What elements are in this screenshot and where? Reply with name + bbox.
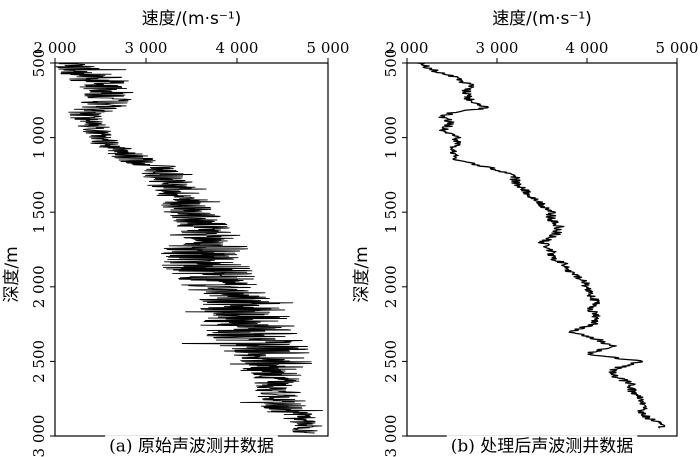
y-tick-label: 2 000 bbox=[30, 265, 48, 308]
x-tick-label: 5 000 bbox=[656, 39, 699, 57]
y-tick-label: 500 bbox=[30, 49, 48, 78]
series-line bbox=[55, 63, 323, 434]
y-axis-title: 深度/m bbox=[2, 246, 22, 302]
caption-background bbox=[105, 435, 278, 457]
series-line bbox=[417, 63, 666, 429]
x-tick-label: 5 000 bbox=[307, 39, 350, 57]
x-axis-title: 速度/(m·s⁻¹) bbox=[492, 9, 592, 29]
panel-b: 速度/(m·s⁻¹) 2 000 3 000 4 000 5 000 500 1 000 1 … bbox=[352, 9, 698, 457]
y-axis-title: 深度/m bbox=[352, 246, 372, 302]
x-tick-label: 4 000 bbox=[566, 39, 609, 57]
panel-a: 速度/(m·s⁻¹) 2 000 3 000 4 000 5 000 500 1 000 1 … bbox=[2, 9, 349, 457]
x-tick-label: 2 000 bbox=[386, 39, 429, 57]
y-tick-label: 1 500 bbox=[382, 191, 400, 234]
panel-caption: (a) 原始声波测井数据 bbox=[109, 437, 274, 457]
x-tick-label: 3 000 bbox=[476, 39, 519, 57]
caption-background bbox=[446, 435, 638, 457]
y-tick-label: 500 bbox=[382, 49, 400, 78]
x-axis-title: 速度/(m·s⁻¹) bbox=[142, 9, 242, 29]
x-tick-label: 4 000 bbox=[216, 39, 259, 57]
y-tick-label: 1 500 bbox=[30, 191, 48, 234]
y-tick-label: 3 000 bbox=[30, 415, 48, 457]
y-tick-label: 2 000 bbox=[382, 265, 400, 308]
x-tick-label: 3 000 bbox=[125, 39, 168, 57]
y-tick-label: 3 000 bbox=[382, 415, 400, 457]
panel-caption: (b) 处理后声波测井数据 bbox=[451, 437, 634, 457]
y-tick-label: 1 000 bbox=[382, 116, 400, 159]
x-tick-label: 2 000 bbox=[34, 39, 77, 57]
y-tick-label: 2 500 bbox=[382, 340, 400, 383]
y-tick-label: 2 500 bbox=[30, 340, 48, 383]
y-tick-label: 1 000 bbox=[30, 116, 48, 159]
